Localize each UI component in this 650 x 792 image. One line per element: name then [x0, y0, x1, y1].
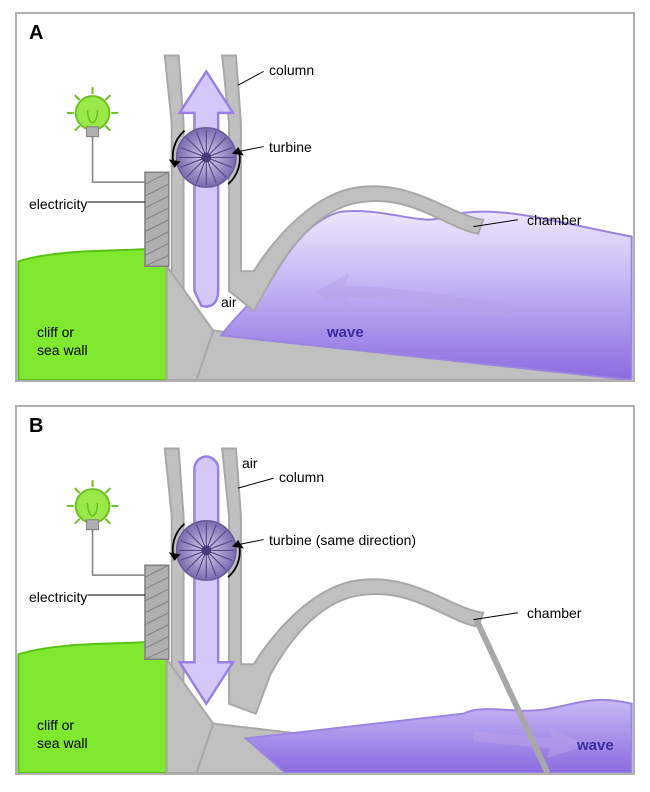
generator-block [145, 172, 169, 266]
diagram-b-svg [17, 407, 633, 773]
turbine-label: turbine [269, 139, 312, 155]
wave-label: wave [577, 737, 614, 754]
electricity-wire [93, 137, 145, 183]
electricity-label: electricity [29, 196, 87, 212]
light-bulb-icon [67, 87, 118, 138]
chamber-label: chamber [527, 212, 581, 228]
diagram-a-svg [17, 14, 633, 380]
cliff-label-1: cliff or [37, 717, 74, 733]
cliff [18, 249, 166, 380]
turbine-label: turbine (same direction) [269, 532, 416, 548]
panel-b: B column air turbine (same direction) el… [15, 405, 635, 775]
cliff-label-2: sea wall [37, 735, 88, 751]
cliff-label-2: sea wall [37, 342, 88, 358]
electricity-wire [93, 530, 145, 576]
generator-block [145, 565, 169, 659]
air-arrow-up [180, 71, 233, 306]
column-label: column [279, 469, 324, 485]
air-label: air [242, 455, 258, 471]
air-label: air [221, 294, 237, 310]
wave-label: wave [327, 324, 364, 341]
electricity-label: electricity [29, 589, 87, 605]
light-bulb-icon [67, 480, 118, 531]
chamber-structure [222, 449, 483, 714]
turbine [177, 521, 236, 580]
cliff-label-1: cliff or [37, 324, 74, 340]
wave-body [246, 700, 632, 773]
turbine [177, 128, 236, 187]
panel-b-label: B [29, 415, 43, 438]
chamber-label: chamber [527, 605, 581, 621]
cliff [18, 642, 166, 773]
column-label: column [269, 62, 314, 78]
panel-a: A column turbine electricity chamber air… [15, 12, 635, 382]
panel-a-label: A [29, 22, 43, 45]
